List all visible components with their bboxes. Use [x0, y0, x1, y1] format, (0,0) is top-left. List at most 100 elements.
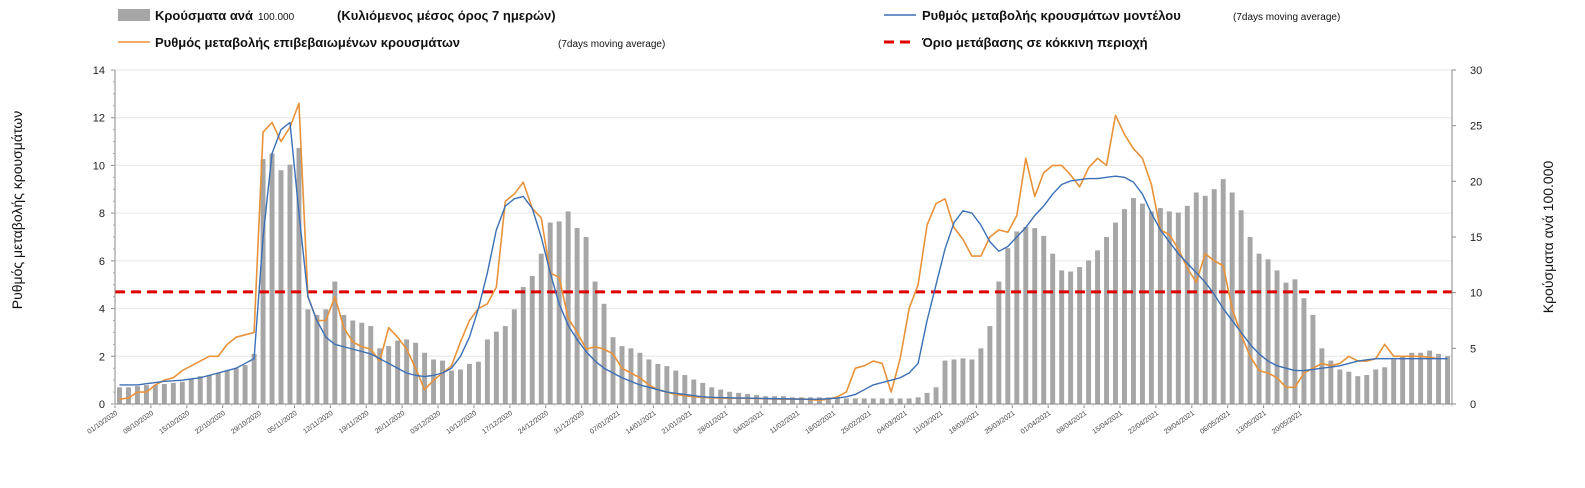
bar	[484, 339, 490, 404]
bar	[1130, 198, 1136, 404]
x-tick-label: 04/03/2021	[876, 410, 909, 436]
bar	[1274, 270, 1280, 404]
bar	[556, 221, 562, 404]
bar	[1139, 203, 1145, 404]
bar	[1445, 356, 1450, 404]
bar	[1292, 279, 1298, 404]
bar	[520, 287, 526, 404]
x-tick-label: 01/10/2020	[86, 410, 119, 436]
bar	[574, 228, 580, 404]
bar	[1427, 350, 1433, 404]
bar	[1175, 212, 1181, 404]
bar	[691, 379, 697, 404]
bar	[1211, 189, 1217, 404]
bar	[422, 352, 428, 404]
bar	[978, 348, 984, 404]
y-tick-right-label: 10	[1470, 288, 1482, 300]
bar	[502, 326, 508, 404]
bar	[763, 396, 769, 404]
bar	[179, 381, 185, 404]
y-tick-left-label: 6	[99, 256, 105, 268]
bar	[224, 370, 230, 404]
bar	[1166, 211, 1172, 404]
bar	[592, 281, 598, 404]
bar	[1229, 192, 1235, 404]
bar	[1041, 235, 1047, 404]
bar	[1346, 371, 1352, 404]
x-tick-label: 11/03/2021	[912, 410, 944, 436]
bar	[161, 383, 167, 404]
bar	[1283, 282, 1289, 404]
legend-item-confirmed: Ρυθμός μεταβολής επιβεβαιωμένων κρουσμάτ…	[118, 35, 665, 50]
y-ticks: 0 2 4 6 8 10 12 14 0 5 10 15 20 25 30	[93, 65, 1483, 411]
legend-swatch-bars	[118, 9, 150, 21]
x-tick-label: 08/04/2021	[1056, 410, 1089, 436]
bar	[933, 387, 939, 404]
bar	[1014, 231, 1020, 404]
bar	[1265, 259, 1271, 404]
bar	[601, 303, 607, 404]
bar	[754, 395, 760, 404]
y-tick-left-label: 4	[99, 304, 105, 316]
bar	[1050, 253, 1056, 404]
bar	[924, 392, 930, 404]
bar	[1391, 359, 1397, 404]
bar	[1256, 253, 1262, 404]
y-tick-left-label: 14	[93, 65, 105, 77]
x-tick-label: 28/01/2021	[697, 410, 730, 436]
bar	[1238, 210, 1244, 404]
bar	[951, 359, 957, 404]
bar	[583, 237, 589, 404]
bar	[538, 253, 544, 404]
legend-label-model: Ρυθμός μεταβολής κρουσμάτων μοντέλου	[922, 8, 1181, 23]
bar	[386, 346, 392, 404]
x-ticks: 01/10/2020 08/10/2020 15/10/2020 22/10/2020…	[86, 404, 1453, 436]
bar	[314, 314, 320, 404]
bar	[1193, 192, 1199, 404]
bar	[673, 370, 679, 404]
bar	[1373, 369, 1379, 404]
bar	[906, 398, 912, 404]
bar	[1310, 314, 1316, 404]
bar	[1400, 356, 1406, 404]
y-tick-left-label: 12	[93, 113, 105, 125]
bar	[655, 363, 661, 404]
x-tick-label: 07/01/2021	[589, 410, 622, 436]
bar	[610, 337, 616, 404]
y-tick-right-label: 15	[1470, 232, 1482, 244]
y-tick-left-label: 8	[99, 208, 105, 220]
bar	[781, 396, 786, 404]
bar	[125, 387, 131, 404]
bar	[287, 164, 293, 404]
legend-small-bars: 100.000	[258, 12, 295, 23]
bar	[1337, 369, 1343, 404]
bar	[915, 397, 921, 404]
bar	[350, 320, 356, 404]
bar	[996, 281, 1002, 404]
legend-item-model: Ρυθμός μεταβολής κρουσμάτων μοντέλου (7d…	[884, 8, 1340, 23]
bar	[242, 365, 248, 404]
y-tick-left-label: 2	[99, 351, 105, 363]
bar	[1364, 375, 1370, 404]
y-tick-right-label: 5	[1470, 343, 1476, 355]
x-tick-label: 08/10/2020	[122, 410, 155, 436]
bar	[404, 339, 410, 404]
legend-small-model: (7days moving average)	[1233, 12, 1340, 23]
bar	[377, 348, 383, 404]
bar	[188, 379, 194, 404]
bar	[323, 309, 329, 404]
bar	[1418, 352, 1424, 404]
x-tick-label: 22/10/2020	[194, 410, 227, 436]
bar	[440, 360, 445, 404]
bar	[170, 382, 176, 404]
bar	[709, 387, 715, 404]
x-tick-label: 25/03/2021	[984, 410, 1017, 436]
bar	[413, 342, 419, 404]
bar	[772, 396, 777, 404]
bar	[466, 363, 472, 404]
x-tick-label: 29/04/2021	[1163, 410, 1196, 436]
y-tick-right-label: 20	[1470, 176, 1482, 188]
bar	[305, 309, 311, 404]
x-tick-label: 17/12/2020	[481, 410, 514, 436]
bar	[475, 361, 481, 404]
